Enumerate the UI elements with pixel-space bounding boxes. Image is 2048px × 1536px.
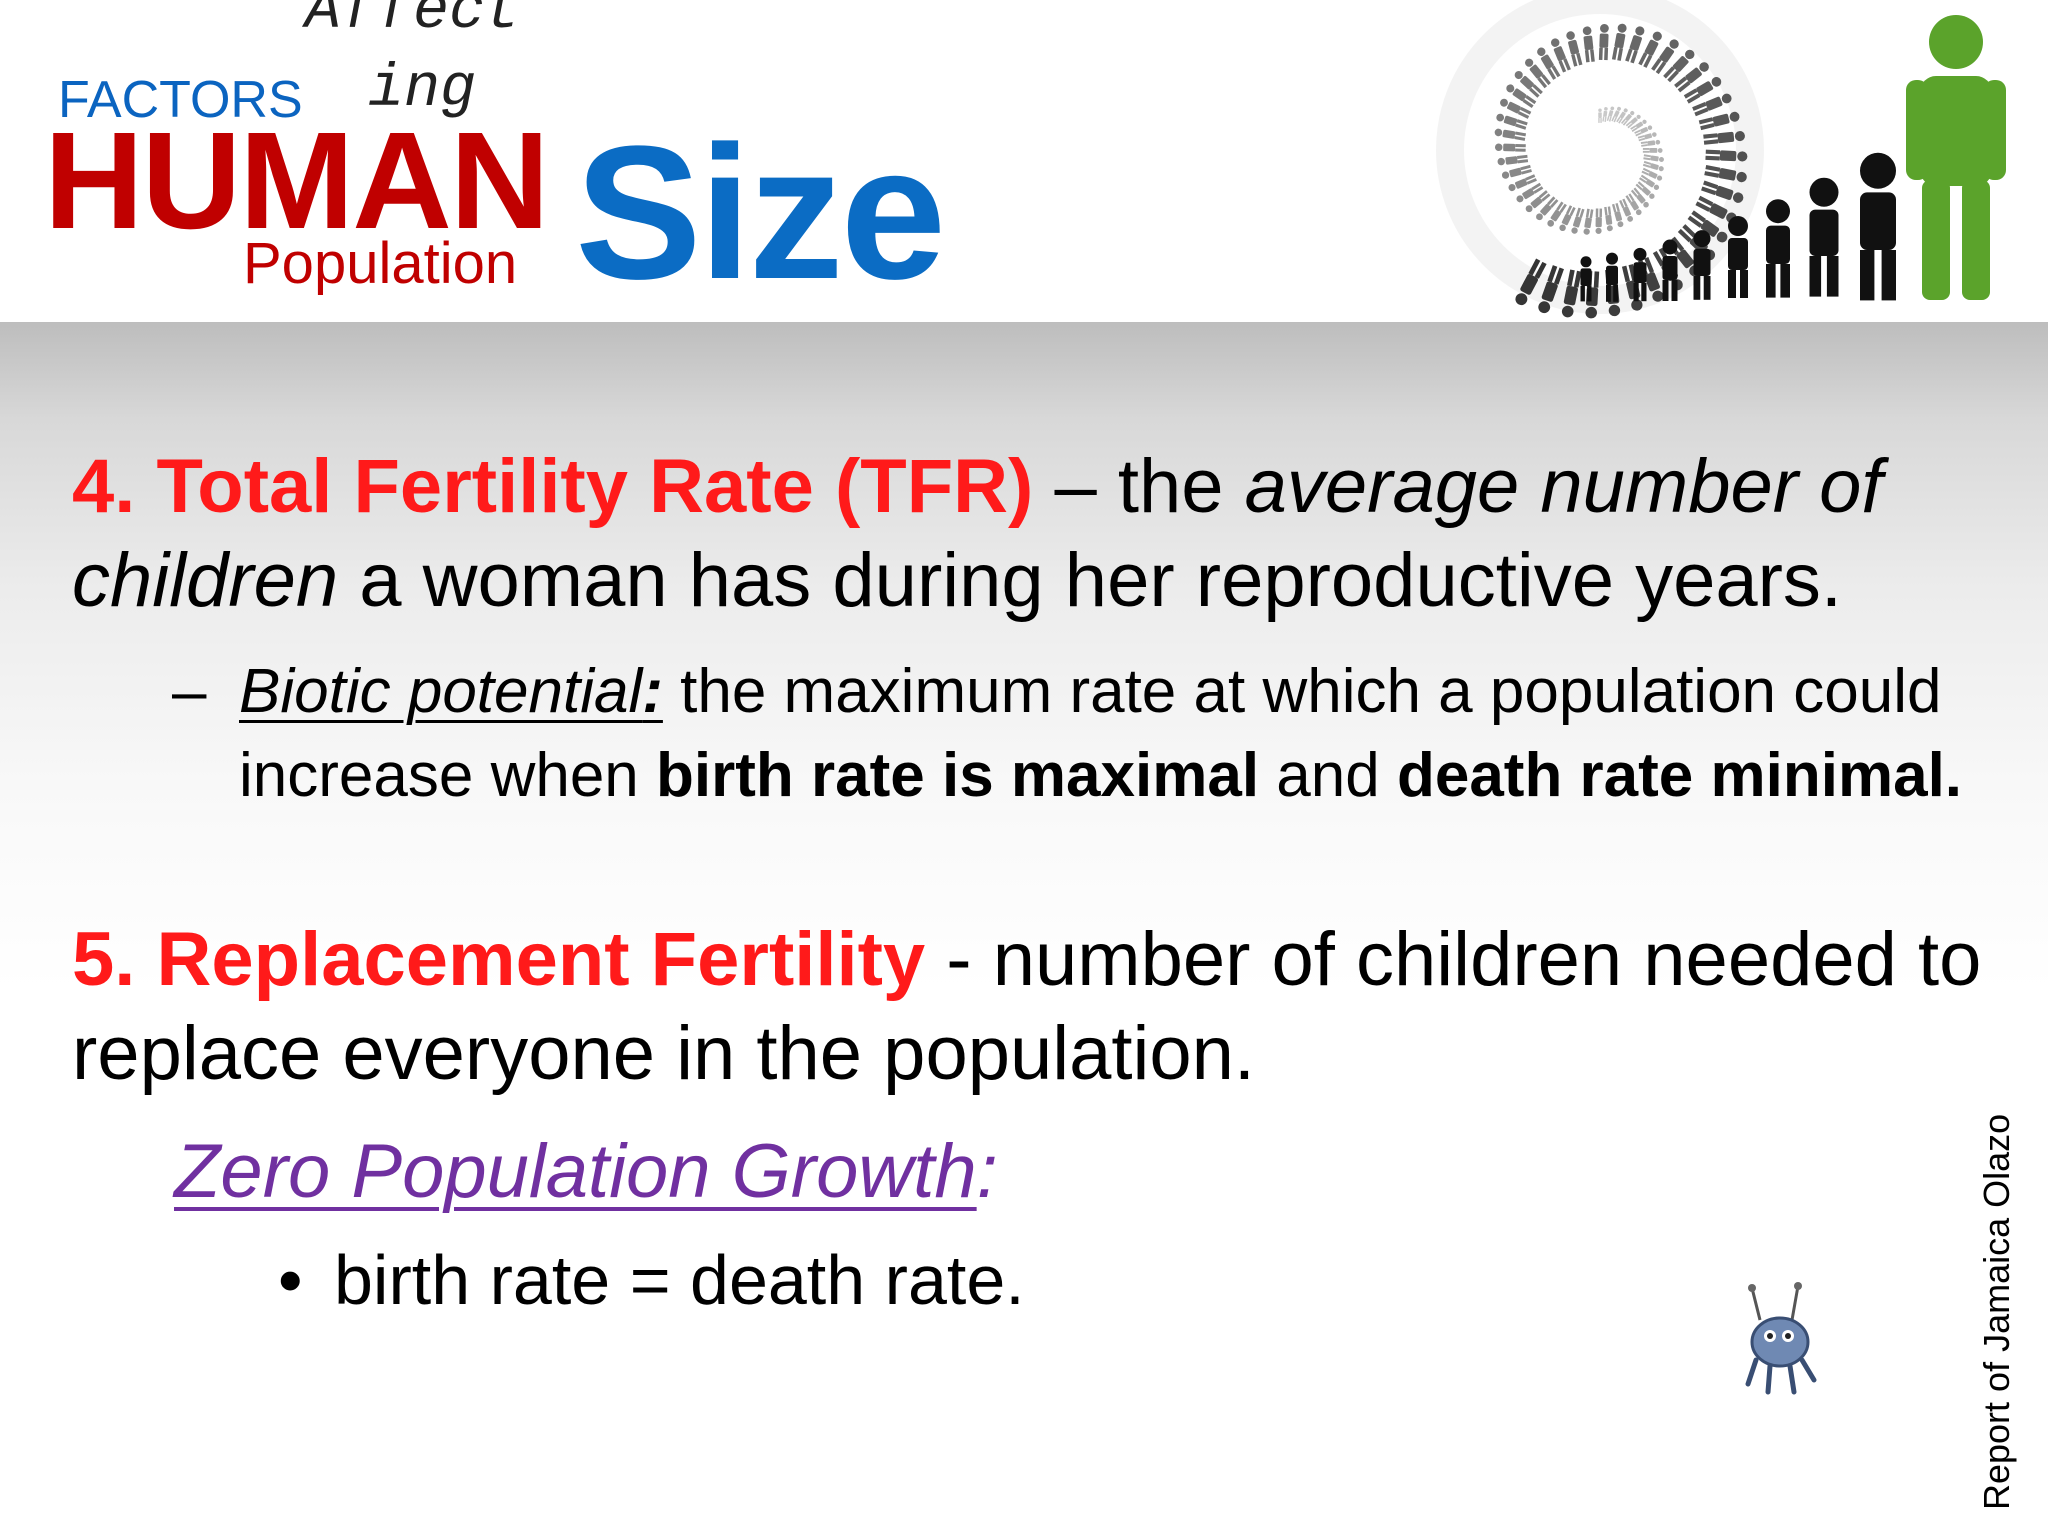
title-human: HUMAN: [44, 104, 550, 258]
spiral-person-icon: [1643, 154, 1665, 163]
title-affecting-bottom: ing: [368, 56, 477, 124]
title-population: Population: [243, 231, 518, 296]
zpg-colon: :: [976, 1129, 998, 1214]
item-4-italic-phrase: average number of children: [72, 444, 1883, 623]
title-affecting-top: Affect: [305, 0, 522, 46]
spiral-person-icon: [1583, 208, 1594, 236]
spiral-person-icon: [1494, 128, 1527, 141]
green-person-icon: [1906, 15, 2006, 300]
spiral-person-icon: [1582, 25, 1595, 63]
spiral-person-icon: [1565, 30, 1583, 67]
zpg-label: Zero Population Growth: [174, 1129, 977, 1214]
biotic-potential-text-1: the maximum rate at which a population c…: [239, 657, 1942, 810]
spiral-person-icon: [1604, 206, 1614, 232]
robot-mascot-icon: [1745, 1282, 1817, 1395]
item-5-definition: - number of children needed to replace e…: [72, 917, 1982, 1096]
zpg-bullet: • birth rate = death rate.: [278, 1240, 1025, 1320]
spiral-person-icon: [1494, 143, 1526, 152]
spiral-person-icon: [1705, 149, 1748, 162]
spiral-person-icon: [1497, 154, 1529, 166]
item-4-definition: a woman has during her reproductive year…: [338, 538, 1843, 623]
people-spiral-logo: [1436, 0, 2006, 319]
spiral-person-icon: [1611, 22, 1628, 61]
item-4-total-fertility-rate: 4. Total Fertility Rate (TFR) – the aver…: [72, 440, 2012, 628]
spiral-person-icon: [1642, 147, 1663, 153]
side-caption: Report of Jamaica Olazo: [1976, 1113, 2017, 1510]
spiral-person-icon: [1598, 108, 1602, 123]
biotic-potential-term: Biotic potential: [239, 657, 643, 726]
biotic-potential-bold-2: death rate minimal.: [1396, 741, 1963, 810]
biotic-potential-bold-1: birth rate is maximal: [656, 741, 1260, 810]
biotic-potential-subitem: – Biotic potential: the maximum rate at …: [172, 650, 1972, 818]
spiral-person-icon: [1595, 208, 1603, 234]
item-4-dash: – the: [1033, 444, 1245, 529]
zpg-bullet-text: birth rate = death rate.: [334, 1241, 1025, 1319]
zero-population-growth-heading: Zero Population Growth:: [174, 1128, 998, 1215]
title-size: Size: [575, 107, 946, 319]
slide-body-background: [0, 322, 2048, 1536]
item-4-title: 4. Total Fertility Rate (TFR): [72, 444, 1034, 529]
biotic-potential-colon: :: [642, 657, 663, 726]
spiral-person-icon: [1640, 139, 1661, 147]
item-5-replacement-fertility: 5. Replacement Fertility - number of chi…: [72, 913, 2012, 1101]
item-5-title: 5. Replacement Fertility: [72, 917, 926, 1002]
sub-dash: –: [172, 657, 207, 726]
spiral-person-icon: [1598, 23, 1609, 61]
slide-header: Affect ing FACTORS HUMAN Population Size: [0, 0, 2048, 322]
bullet-dot: •: [278, 1241, 303, 1319]
title-factors: FACTORS: [58, 71, 303, 129]
biotic-potential-text-2: and: [1259, 741, 1397, 810]
